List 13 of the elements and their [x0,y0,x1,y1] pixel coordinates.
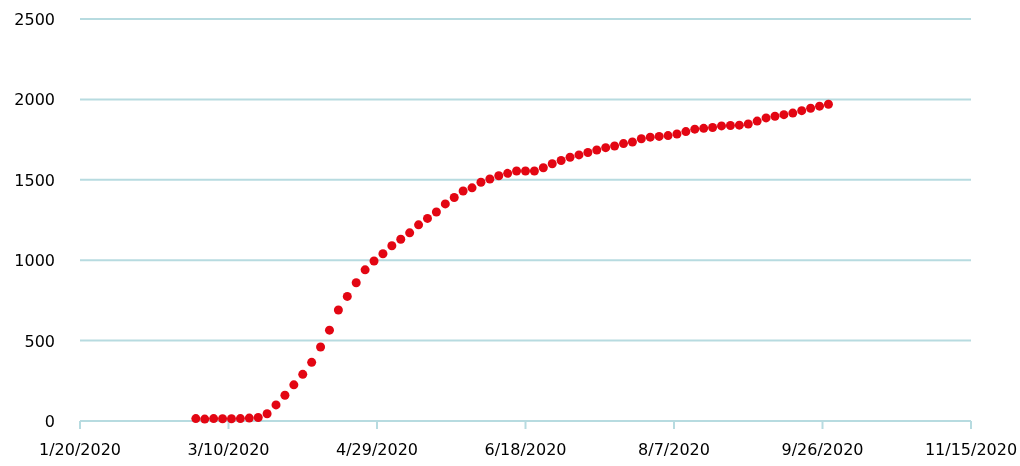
y-tick-label: 0 [44,412,55,431]
x-tick-label: 11/15/2020 [924,440,1018,459]
x-tick-label: 3/10/2020 [187,440,270,459]
y-tick-label: 1000 [14,251,55,271]
x-tick-label: 9/26/2020 [781,440,864,459]
x-tick-label: 6/18/2020 [484,440,567,459]
y-tick-label: 1500 [14,170,55,190]
y-tick-label: 500 [24,331,55,351]
y-tick-label: 2000 [14,90,55,110]
x-tick-label: 8/7/2020 [638,440,710,459]
x-tick-label: 1/20/2020 [38,440,122,459]
x-tick-label: 4/29/2020 [335,440,419,459]
y-tick-label: 2500 [14,10,55,29]
